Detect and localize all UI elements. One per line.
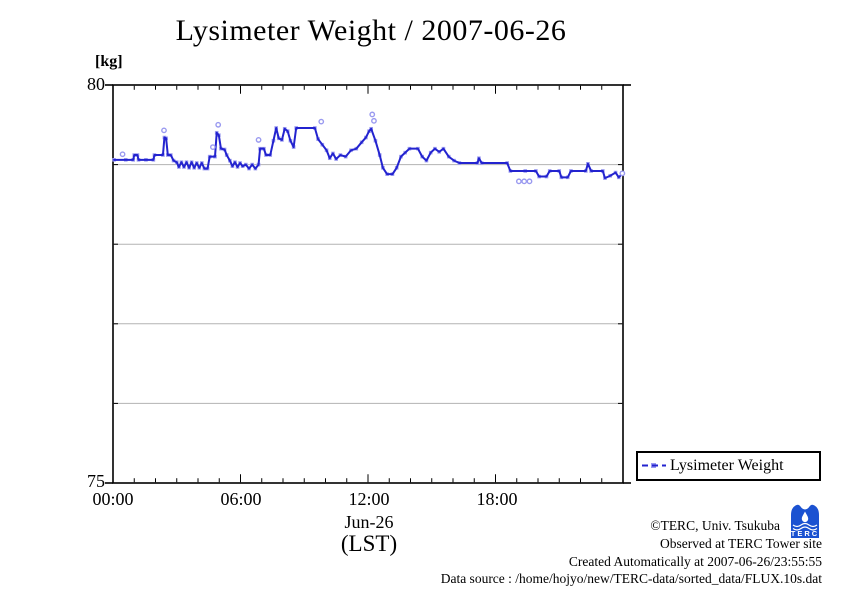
logo-wave-line [792,522,818,528]
legend-line-sample-icon [642,463,666,468]
y-tick-label-75: 75 [87,471,105,491]
water-drop-icon [801,511,809,523]
footer-data-source-path: Data source : /home/hojyo/new/TERC-data/… [440,571,822,586]
terc-logo: TERC [791,504,819,538]
x-tick-label-1800: 18:00 [476,489,518,509]
footer-copyright: ©TERC, Univ. Tsukuba [650,518,780,533]
y-tick-label-80: 80 [87,74,105,94]
logo-terc-text: TERC [791,529,819,538]
x-axis-date-label: Jun-26 [344,512,394,532]
legend-box: Lysimeter Weight [636,451,821,481]
x-tick-label-0000: 00:00 [92,489,134,509]
chart-title: Lysimeter Weight / 2007-06-26 [175,14,567,47]
logo-wave-line [792,526,818,531]
x-tick-label-1200: 12:00 [348,489,390,509]
y-axis-unit-label: [kg] [95,53,123,70]
legend-label: Lysimeter Weight [670,457,784,474]
footer-observed-site: Observed at TERC Tower site [659,536,822,551]
footer-created-timestamp: Created Automatically at 2007-06-26/23:5… [568,554,822,569]
x-tick-label-0600: 06:00 [220,489,262,509]
x-axis-timezone-label: (LST) [340,531,398,556]
